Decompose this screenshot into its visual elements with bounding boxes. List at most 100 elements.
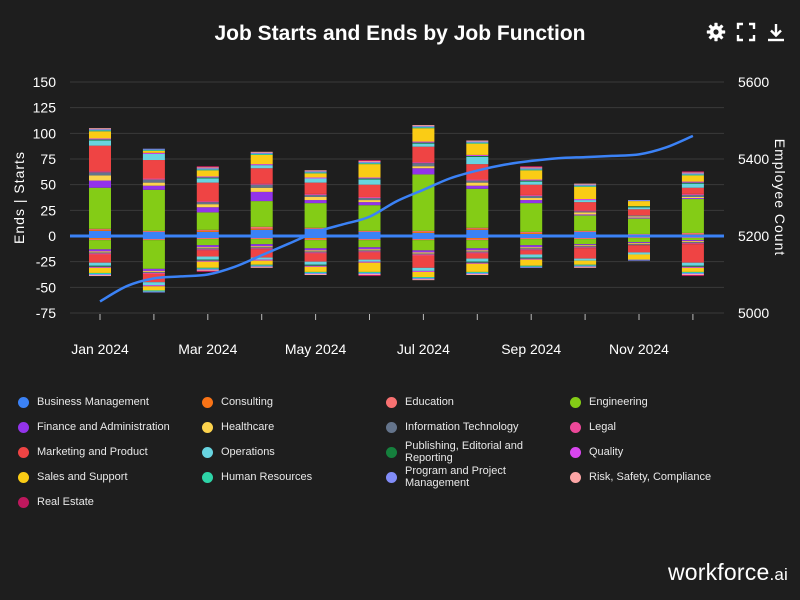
bar-end-legal — [574, 247, 597, 249]
bar-start-legal — [89, 171, 111, 173]
y-tick-label: -25 — [36, 254, 56, 270]
bar-end-human-resources — [358, 271, 381, 273]
download-icon[interactable] — [766, 22, 786, 42]
bar-start-sales-and-support — [574, 186, 597, 200]
bar-start-healthcare — [358, 200, 381, 203]
bar-start-information-technology — [628, 215, 650, 217]
bar-end-operations — [466, 258, 489, 262]
bar-end-information-technology — [466, 251, 489, 253]
legend-item-legal[interactable]: Legal — [570, 419, 754, 435]
bar-start-finance-and-administration — [304, 200, 327, 204]
bar-start-marketing-and-product — [412, 146, 435, 163]
brand-suffix: .ai — [769, 565, 788, 584]
bar-start-information-technology — [520, 195, 543, 199]
bar-start-legal — [466, 179, 489, 181]
legend-item-engineering[interactable]: Engineering — [570, 394, 754, 410]
bar-start-consulting — [250, 228, 273, 230]
legend-item-real-estate[interactable]: Real Estate — [18, 494, 202, 510]
bar-start-real-estate — [196, 166, 219, 168]
bar-end-operations — [304, 261, 327, 265]
y-tick-label: 50 — [40, 177, 56, 193]
bar-end-education — [89, 239, 111, 241]
bar-end-healthcare — [196, 247, 219, 249]
bar-end-operations — [520, 254, 543, 258]
legend-item-information-technology[interactable]: Information Technology — [386, 419, 570, 435]
bar-start-real-estate — [681, 171, 704, 173]
bar-end-operations — [358, 259, 381, 262]
bar-end-healthcare — [89, 251, 111, 253]
bar-start-human-resources — [681, 174, 704, 176]
legend-item-human-resources[interactable]: Human Resources — [202, 469, 386, 485]
bar-end-engineering — [358, 240, 381, 248]
bar-start-risk-safety-compliance — [574, 183, 597, 185]
legend-label: Operations — [221, 446, 275, 458]
bar-end-information-technology — [681, 242, 704, 244]
legend-dot — [18, 446, 29, 458]
bar-end-education — [412, 239, 435, 241]
bar-start-marketing-and-product — [250, 168, 273, 184]
bar-end-quality — [196, 260, 219, 262]
legend-item-quality[interactable]: Quality — [570, 444, 754, 460]
bar-start-education — [628, 233, 650, 235]
bar-end-sales-and-support — [466, 263, 489, 272]
bar-end-finance-and-administration — [304, 248, 327, 251]
legend-label: Sales and Support — [37, 471, 128, 483]
bar-end-human-resources — [304, 271, 327, 273]
bar-start-program-and-project-management — [196, 168, 219, 170]
bar-end-marketing-and-product — [466, 253, 489, 259]
bar-start-quality — [196, 176, 219, 178]
bar-end-operations — [196, 256, 219, 260]
bar-start-sales-and-support — [196, 170, 219, 177]
bar-end-risk-safety-compliance — [574, 266, 597, 268]
y-tick-label: 25 — [40, 202, 56, 218]
employee-count-line — [99, 134, 694, 303]
bar-start-information-technology — [250, 184, 273, 188]
bar-start-publishing-editorial-and-reporting — [466, 155, 489, 157]
bar-start-education — [196, 229, 219, 231]
bar-end-program-and-project-management — [574, 265, 597, 267]
x-tick-label: May 2024 — [285, 341, 347, 357]
bar-end-legal — [520, 249, 543, 251]
bar-end-healthcare — [358, 249, 381, 251]
bar-end-engineering — [681, 238, 704, 241]
bar-end-quality — [412, 270, 435, 272]
legend-item-business-management[interactable]: Business Management — [18, 394, 202, 410]
bar-start-program-and-project-management — [628, 200, 650, 202]
bar-end-marketing-and-product — [196, 250, 219, 257]
bar-end-publishing-editorial-and-reporting — [520, 257, 543, 259]
y2-tick-label: 5400 — [738, 151, 769, 167]
legend-dot — [18, 471, 29, 483]
legend-item-consulting[interactable]: Consulting — [202, 394, 386, 410]
bar-end-engineering — [520, 239, 543, 246]
legend-item-sales-and-support[interactable]: Sales and Support — [18, 469, 202, 485]
bar-end-marketing-and-product — [681, 244, 704, 263]
bar-end-risk-safety-compliance — [681, 273, 704, 276]
legend-item-risk-safety-compliance[interactable]: Risk, Safety, Compliance — [570, 469, 754, 485]
bar-start-information-technology — [196, 202, 219, 205]
bar-end-healthcare — [250, 246, 273, 248]
bar-start-quality — [89, 138, 111, 140]
bar-start-consulting — [520, 232, 543, 234]
legend-item-program-and-project-management[interactable]: Program and Project Management — [386, 465, 570, 489]
legend-item-publishing-editorial-and-reporting[interactable]: Publishing, Editorial and Reporting — [386, 440, 570, 464]
bar-end-program-and-project-management — [142, 291, 165, 293]
fullscreen-icon[interactable] — [736, 22, 756, 42]
bar-start-sales-and-support — [142, 150, 165, 153]
bar-start-publishing-editorial-and-reporting — [358, 178, 381, 180]
bar-start-operations — [250, 165, 273, 169]
legend-label: Human Resources — [221, 471, 313, 483]
bar-end-human-resources — [142, 290, 165, 292]
bar-end-legal — [89, 253, 111, 255]
legend-item-finance-and-administration[interactable]: Finance and Administration — [18, 419, 202, 435]
legend-item-marketing-and-product[interactable]: Marketing and Product — [18, 444, 202, 460]
legend-item-education[interactable]: Education — [386, 394, 570, 410]
bar-end-healthcare — [466, 250, 489, 252]
legend-item-operations[interactable]: Operations — [202, 444, 386, 460]
legend-label: Publishing, Editorial and Reporting — [405, 440, 524, 464]
y2-tick-label: 5000 — [738, 305, 769, 321]
bar-start-information-technology — [412, 163, 435, 167]
bar-start-information-technology — [358, 198, 381, 201]
bar-start-risk-safety-compliance — [196, 167, 219, 169]
gear-icon[interactable] — [706, 22, 726, 42]
legend-item-healthcare[interactable]: Healthcare — [202, 419, 386, 435]
